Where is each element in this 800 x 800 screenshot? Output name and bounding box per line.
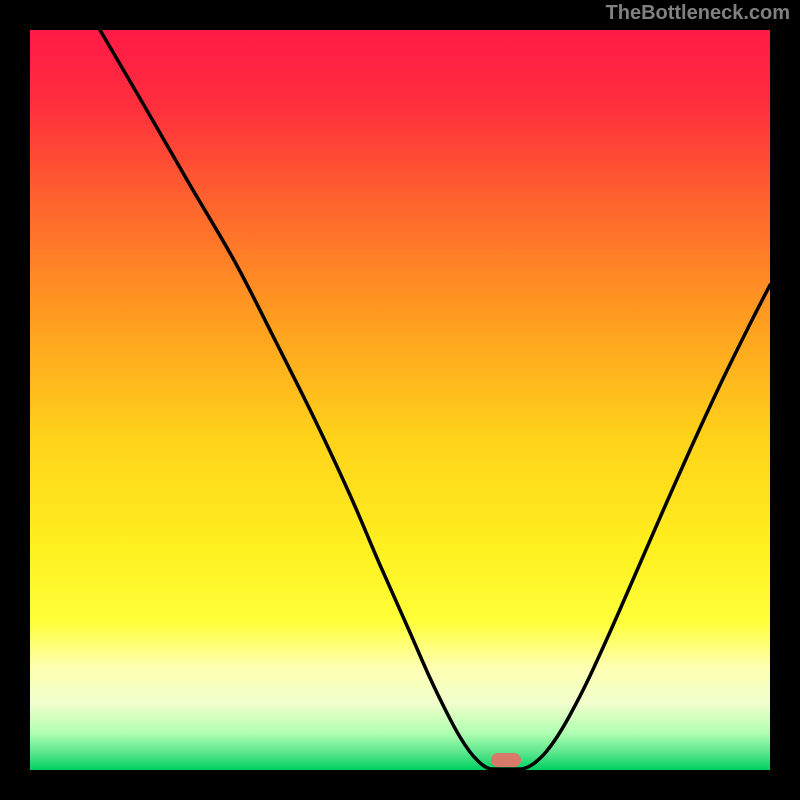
plot-area (30, 30, 770, 770)
bottleneck-curve (30, 30, 770, 770)
chart-container: TheBottleneck.com (0, 0, 800, 800)
watermark-text: TheBottleneck.com (606, 2, 790, 25)
optimum-marker (491, 753, 521, 767)
